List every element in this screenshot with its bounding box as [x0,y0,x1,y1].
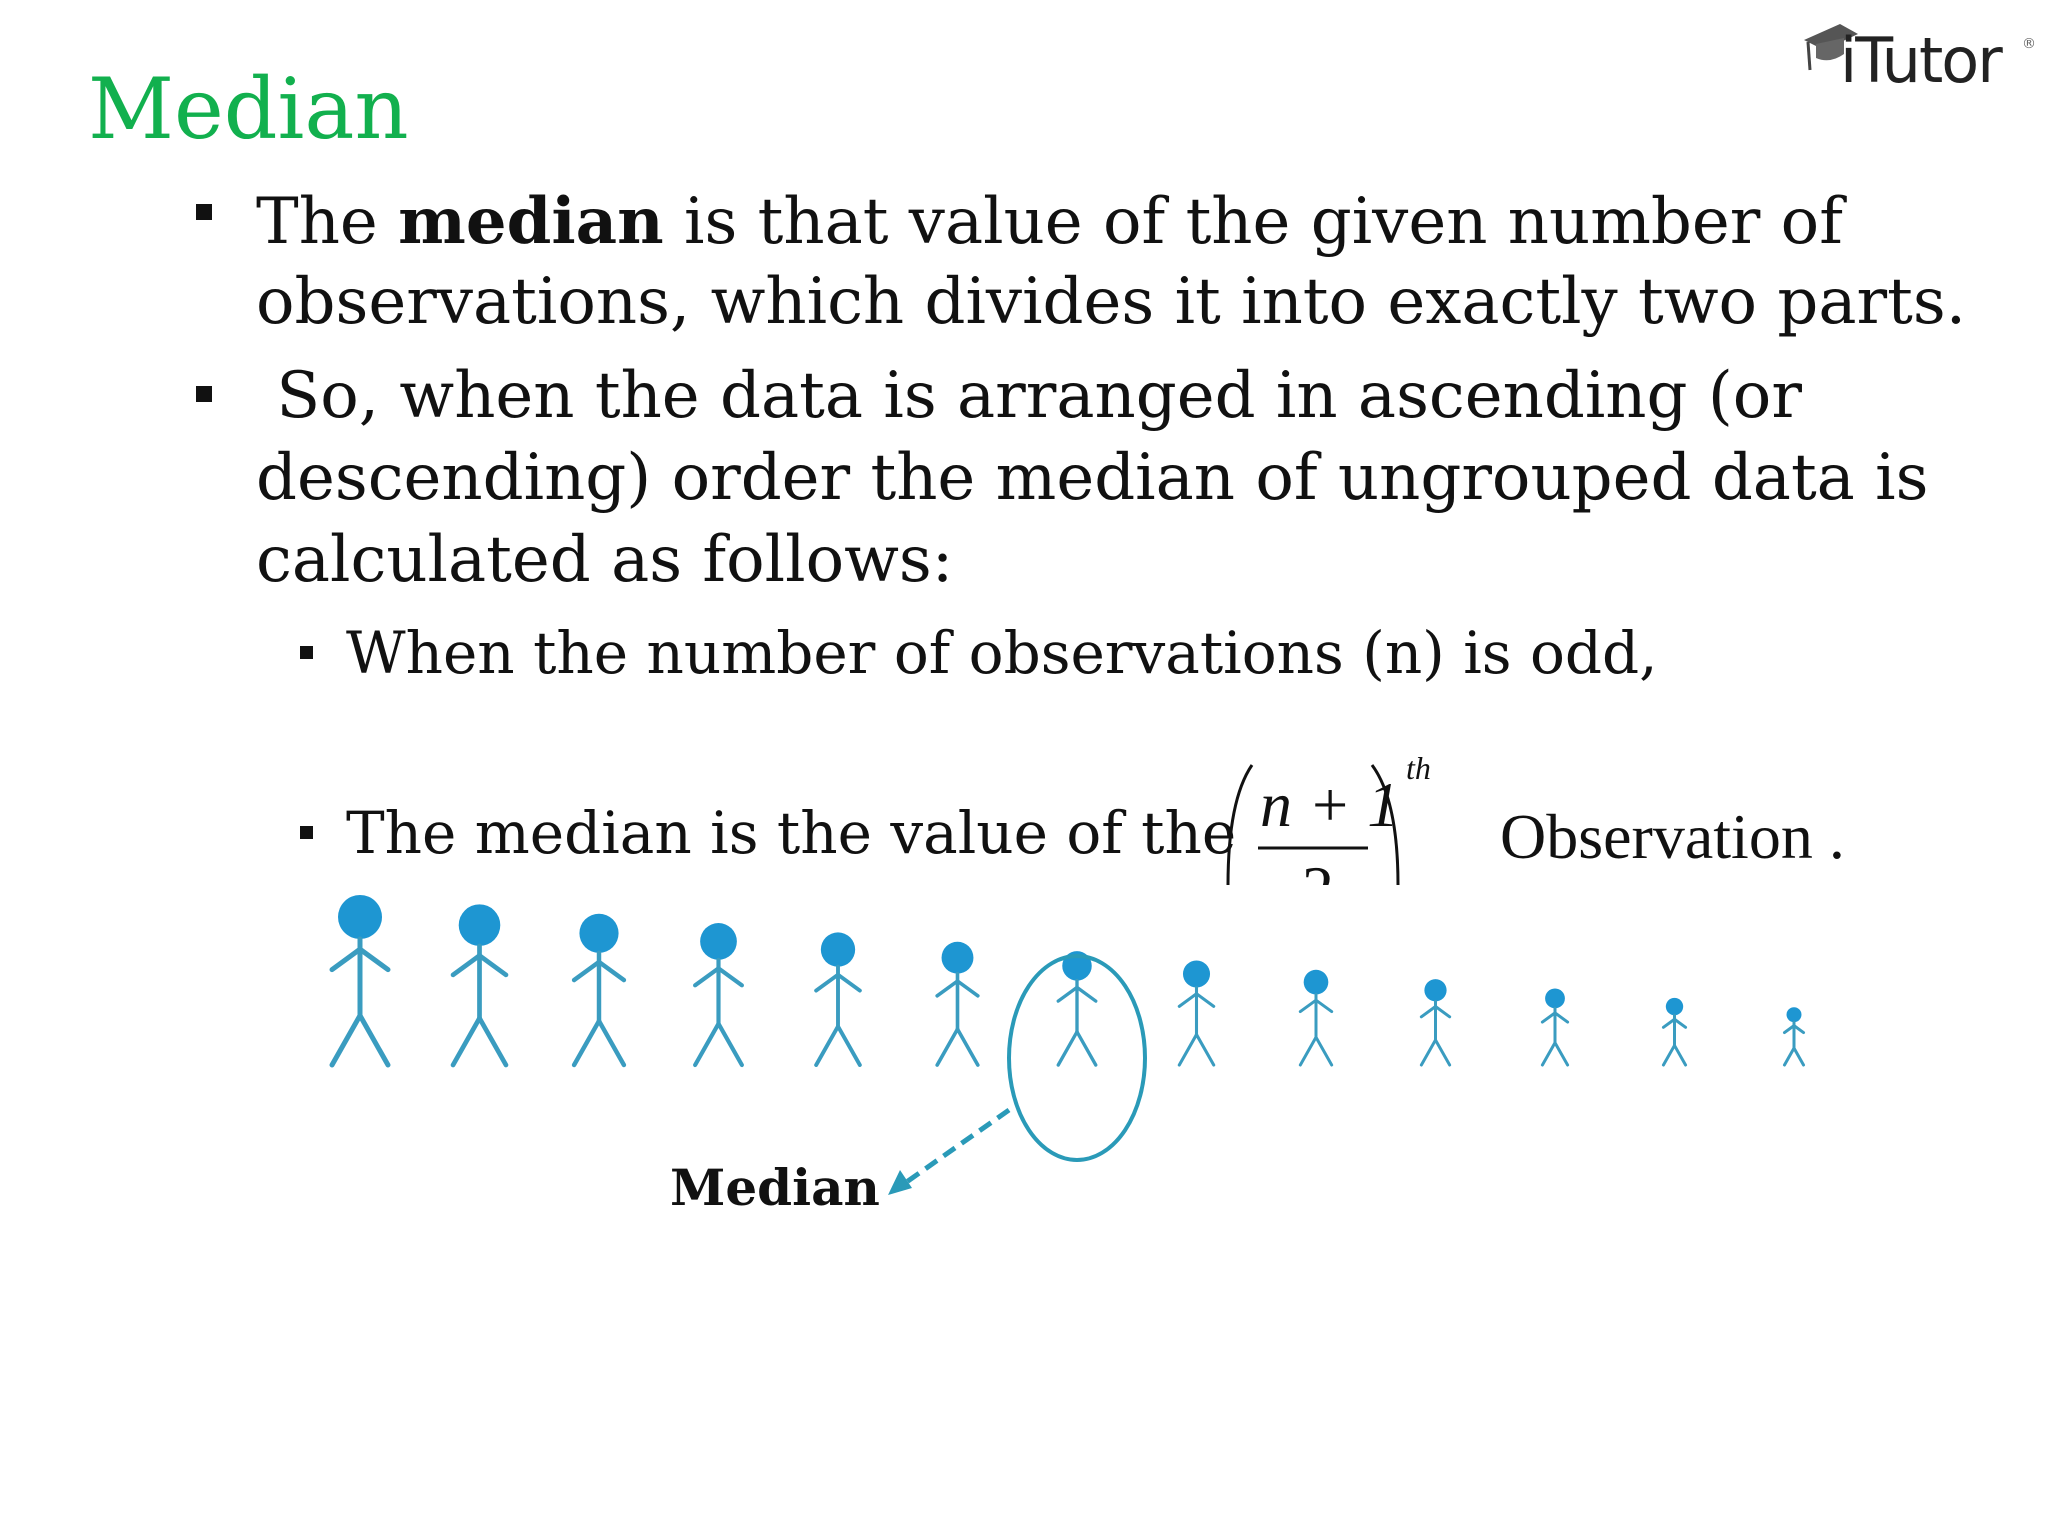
bullet-2-line-2: descending) order the median of ungroupe… [256,441,1929,515]
median-formula: n + 1 2 th [1220,740,1450,885]
formula-parentheses [1226,764,1400,885]
stick-figure [814,932,862,1067]
text: is that value of the given number of [663,185,1843,259]
sub-bullet-icon [300,646,313,659]
sub-bullet-icon [300,826,313,839]
slide-title: Median [88,60,409,158]
sub-bullet-1: When the number of observations (n) is o… [346,619,1658,687]
median-label: Median [670,1158,880,1217]
sub-bullet-2: The median is the value of the [346,799,1237,867]
stick-figure [693,923,744,1068]
stick-figure [1177,960,1216,1067]
stick-figure [329,895,391,1068]
stick-figure [935,941,980,1067]
formula-superscript: th [1406,750,1431,786]
formula-numerator: n + 1 [1260,769,1400,840]
stick-figures-illustration [329,895,1806,1195]
bullet-icon [196,386,212,402]
bullet-1-line-1: The median is that value of the given nu… [256,190,1843,255]
stick-figure [1419,979,1452,1067]
stick-figure [1661,997,1688,1067]
stick-figure [1056,951,1098,1067]
stick-figure [1298,969,1334,1067]
dashed-arrow-line [896,1107,1011,1191]
stick-figure [571,913,627,1068]
bullet-2-line-1: So, when the data is arranged in ascendi… [256,359,1802,433]
registered-mark: ® [2022,36,2036,52]
itutor-logo: iTutor ® [1800,14,2040,104]
formula-denominator: 2 [1302,852,1334,885]
bold-term: median [398,184,664,259]
bullet-1-line-2: observations, which divides it into exac… [256,265,1967,339]
bullet-2-line-3: calculated as follows: [256,523,954,597]
text: The [256,185,399,259]
stick-figure [1540,988,1570,1067]
stick-figure [450,904,509,1068]
graduation-cap-icon [1804,24,1858,71]
bullet-icon [196,204,212,220]
observation-text: Observation . [1500,801,1845,872]
arrow-head-icon [888,1170,912,1195]
logo-text: iTutor [1840,24,2003,97]
stick-figure [1782,1007,1806,1067]
median-highlight-circle [1007,954,1147,1162]
